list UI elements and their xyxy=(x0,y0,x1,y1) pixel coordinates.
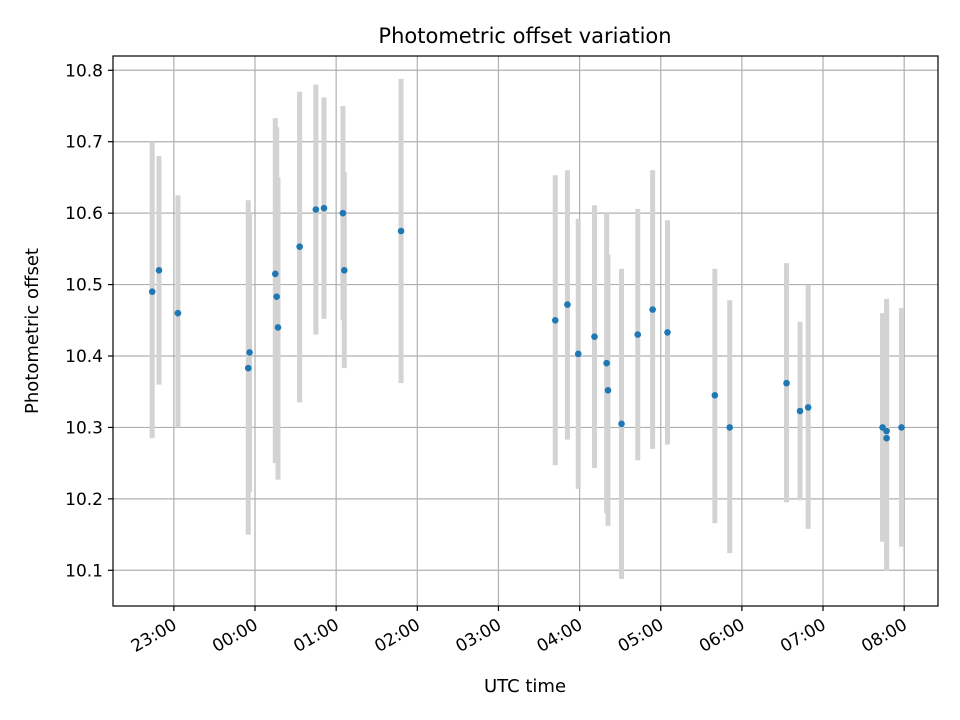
y-tick-label: 10.5 xyxy=(65,276,103,296)
data-point xyxy=(574,350,582,358)
y-tick-label: 10.7 xyxy=(65,133,103,153)
data-point xyxy=(591,333,598,341)
data-point xyxy=(274,324,282,331)
y-tick-label: 10.4 xyxy=(65,347,103,367)
plot-frame xyxy=(112,55,939,607)
y-axis-ticks: 10.1 10.2 10.3 10.4 10.5 10.6 10.7 10.8 xyxy=(65,61,113,581)
data-point xyxy=(148,288,156,296)
data-point xyxy=(883,434,890,442)
x-tick-label: 23:00 xyxy=(128,615,180,657)
y-axis-label: Photometric offset xyxy=(22,248,43,414)
x-axis-ticks: 23:00 00:00 01:00 02:00 03:00 04:00 05:00 06:00… xyxy=(128,606,911,657)
data-points xyxy=(148,204,905,442)
data-point xyxy=(796,407,804,415)
data-point xyxy=(296,243,303,251)
data-point xyxy=(634,331,642,338)
data-point xyxy=(339,209,347,217)
data-point xyxy=(271,270,279,278)
data-point xyxy=(273,293,280,301)
x-tick-label: 05:00 xyxy=(615,615,667,657)
data-point xyxy=(551,316,559,324)
data-point xyxy=(783,379,790,387)
data-point xyxy=(603,359,610,367)
data-point xyxy=(320,204,328,212)
data-point xyxy=(312,206,320,213)
data-point xyxy=(397,227,405,235)
data-point xyxy=(898,424,905,431)
data-point xyxy=(711,391,719,399)
data-point xyxy=(664,329,671,336)
data-point xyxy=(174,309,182,317)
data-point xyxy=(804,404,812,411)
data-point xyxy=(726,424,734,431)
x-tick-label: 04:00 xyxy=(534,615,586,657)
data-point xyxy=(564,301,571,308)
error-bars xyxy=(149,78,904,579)
data-point xyxy=(649,306,656,313)
data-point xyxy=(340,266,348,274)
y-tick-label: 10.8 xyxy=(65,61,103,81)
y-tick-label: 10.6 xyxy=(65,204,103,224)
data-point xyxy=(618,420,625,428)
x-tick-label: 03:00 xyxy=(453,615,505,657)
chart-title: Photometric offset variation xyxy=(378,24,671,48)
data-point xyxy=(246,349,253,356)
x-tick-label: 07:00 xyxy=(777,615,829,657)
x-tick-label: 06:00 xyxy=(696,615,748,657)
data-point xyxy=(155,266,163,274)
x-axis-label: UTC time xyxy=(484,676,566,697)
data-point xyxy=(883,427,890,435)
y-tick-label: 10.2 xyxy=(65,490,103,510)
x-tick-label: 01:00 xyxy=(290,615,342,657)
data-point xyxy=(244,364,252,372)
y-tick-label: 10.1 xyxy=(65,561,103,581)
y-tick-label: 10.3 xyxy=(65,418,103,438)
grid-lines xyxy=(113,56,938,606)
x-tick-label: 08:00 xyxy=(858,615,910,657)
data-point xyxy=(604,386,612,394)
x-tick-label: 00:00 xyxy=(209,615,261,657)
x-tick-label: 02:00 xyxy=(371,615,423,657)
